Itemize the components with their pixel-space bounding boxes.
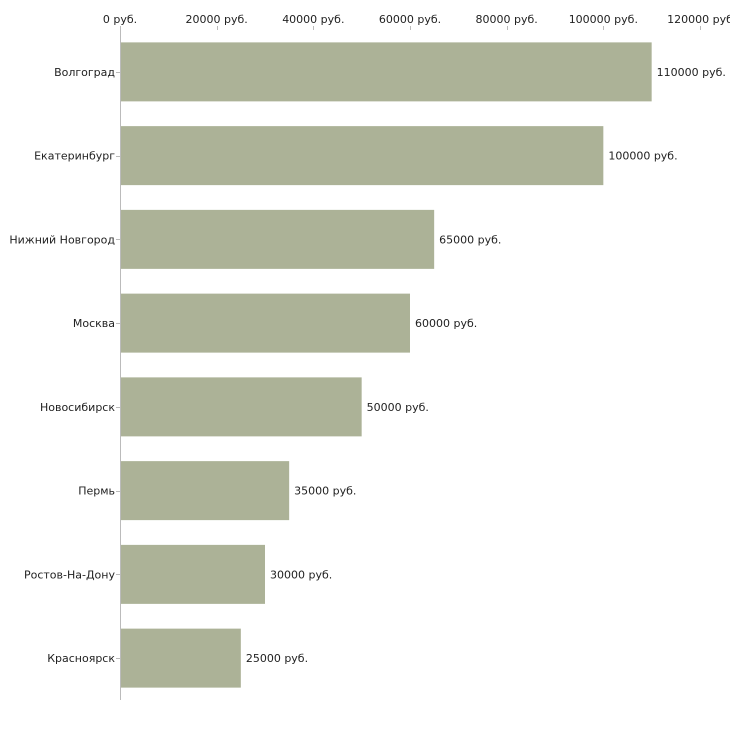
category-label: Красноярск [47, 652, 115, 665]
bar-value-label: 110000 руб. [657, 66, 726, 79]
category-label: Ростов-На-Дону [24, 568, 115, 581]
category-labels: Волгоград Екатеринбург Нижний Новгород Моск… [9, 66, 120, 665]
x-tick-label: 20000 руб. [186, 13, 248, 26]
x-tick-label: 120000 руб [667, 13, 730, 26]
bar-value-label: 35000 руб. [294, 485, 356, 498]
bar-value-label: 60000 руб. [415, 317, 477, 330]
category-label: Волгоград [54, 66, 115, 79]
category-label: Пермь [78, 485, 115, 498]
bar [121, 209, 435, 269]
bar [121, 293, 410, 353]
bar [121, 544, 265, 604]
x-tick-label: 100000 руб. [569, 13, 638, 26]
bar [121, 628, 241, 688]
category-label: Москва [73, 317, 115, 330]
bar [121, 126, 604, 186]
bar [121, 377, 362, 437]
bar [121, 461, 290, 521]
x-axis: 0 руб. 20000 руб. 40000 руб. 60000 руб. 8000… [103, 13, 730, 30]
x-tick-label: 80000 руб. [476, 13, 538, 26]
category-label: Екатеринбург [34, 150, 115, 163]
category-label: Нижний Новгород [9, 233, 115, 246]
bar-value-label: 65000 руб. [439, 233, 501, 246]
bar-value-label: 30000 руб. [270, 568, 332, 581]
x-tick-label: 40000 руб. [282, 13, 344, 26]
x-tick-label: 60000 руб. [379, 13, 441, 26]
bar-value-label: 100000 руб. [608, 150, 677, 163]
bar-value-label: 25000 руб. [246, 652, 308, 665]
category-label: Новосибирск [40, 401, 115, 414]
bar-value-label: 50000 руб. [367, 401, 429, 414]
bar [121, 42, 652, 102]
bars: 110000 руб. 100000 руб. 65000 руб. 60000 ру… [121, 42, 726, 688]
x-tick-label: 0 руб. [103, 13, 137, 26]
